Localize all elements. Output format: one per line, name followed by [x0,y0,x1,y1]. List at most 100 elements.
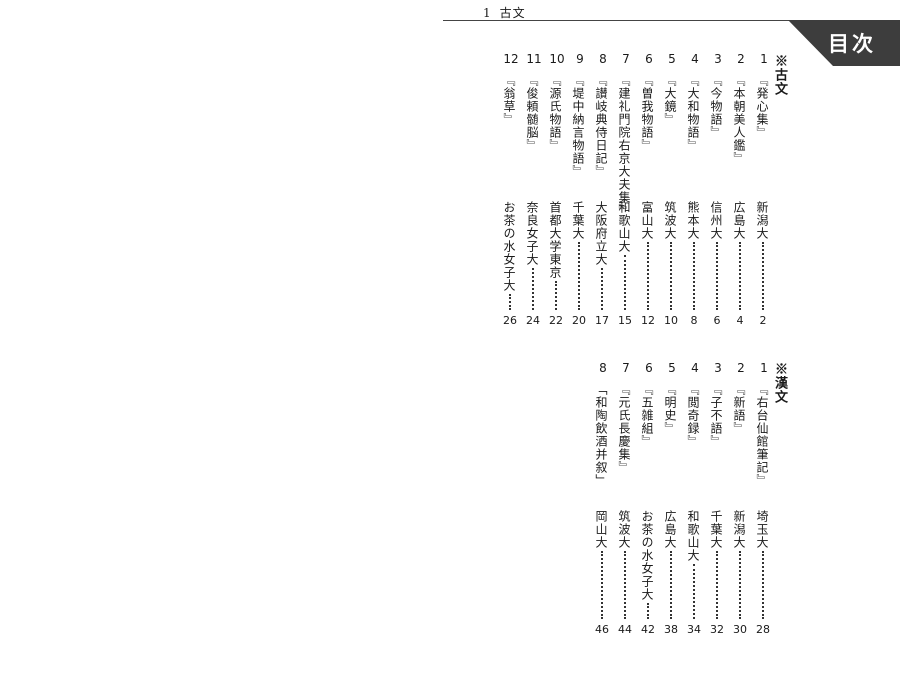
entry-title: 『閲奇録』 [686,383,700,448]
leader-dots [601,551,603,619]
entry-title: 『右台仙館筆記』 [755,383,769,487]
entry-number: 2 [737,361,745,375]
entry-university: 熊本大 [686,201,700,240]
entry-title: 『曽我物語』 [640,74,654,152]
entry-university: 筑波大 [617,510,631,549]
leader-dots [555,281,557,310]
leader-dots [693,564,695,619]
entry-university: 信州大 [709,201,723,240]
leader-dots [601,268,603,310]
entry-page: 4 [736,314,744,327]
leader-dots [647,242,649,310]
entry-number: 11 [526,52,542,66]
toc-tab-label: 目次 [828,32,876,56]
entry-title: 『建礼門院右京大夫集』 [617,74,631,217]
entry-title: 『元氏長慶集』 [617,383,631,474]
entry-page: 44 [618,623,632,636]
entry-number: 3 [714,52,722,66]
entry-page: 20 [572,314,586,327]
entry-page: 17 [595,314,609,327]
entry-title: 『翁草』 [502,74,516,126]
entry-title: 『大和物語』 [686,74,700,152]
entry-title: 「和陶飲酒并叙」 [594,383,608,487]
entry-title: 『讃岐典侍日記』 [594,74,608,178]
entry-page: 12 [641,314,655,327]
entry-number: 8 [599,52,607,66]
entry-page: 26 [503,314,517,327]
kobun-heading: ※古文 [772,54,787,96]
kanbun-heading: ※漢文 [772,362,787,404]
entry-page: 28 [756,623,770,636]
entry-page: 30 [733,623,747,636]
entry-title: 『本朝美人鑑』 [732,74,746,165]
leader-dots [670,551,672,619]
entry-number: 12 [503,52,519,66]
leader-dots [624,551,626,619]
entry-title: 『子不語』 [709,383,723,448]
leader-dots [670,242,672,310]
entry-page: 34 [687,623,701,636]
entry-university: 富山大 [640,201,654,240]
entry-page: 32 [710,623,724,636]
leader-dots [739,551,741,619]
entry-page: 8 [690,314,698,327]
entry-university: 新潟大 [755,201,769,240]
leader-dots [578,242,580,310]
entry-university: 首都大学東京 [548,201,562,279]
entry-title: 『源氏物語』 [548,74,562,152]
entry-page: 42 [641,623,655,636]
entry-number: 10 [549,52,565,66]
leader-dots [532,268,534,310]
entry-university: 広島大 [663,510,677,549]
section-title: 古文 [499,6,526,20]
entry-number: 4 [691,361,699,375]
entry-page: 46 [595,623,609,636]
entry-title: 『明史』 [663,383,677,435]
entry-university: 大阪府立大 [594,201,608,266]
entry-university: 和歌山大 [617,201,631,253]
entry-university: 埼玉大 [755,510,769,549]
leader-dots [693,242,695,310]
entry-page: 24 [526,314,540,327]
entry-number: 7 [622,361,630,375]
leader-dots [716,551,718,619]
section-number: 1 [483,6,492,20]
leader-dots [647,603,649,619]
entry-university: 筑波大 [663,201,677,240]
entry-number: 9 [576,52,584,66]
leader-dots [739,242,741,310]
entry-university: 和歌山大 [686,510,700,562]
entry-page: 6 [713,314,721,327]
entry-title: 『新語』 [732,383,746,435]
entry-page: 2 [759,314,767,327]
entry-university: 新潟大 [732,510,746,549]
entry-number: 5 [668,52,676,66]
entry-page: 10 [664,314,678,327]
entry-number: 4 [691,52,699,66]
leader-dots [762,242,764,310]
running-head: 1 古文 [483,4,526,21]
entry-title: 『大鏡』 [663,74,677,126]
entry-page: 22 [549,314,563,327]
leader-dots [509,294,511,310]
entry-university: お茶の水女子大 [640,510,654,601]
entry-university: 千葉大 [709,510,723,549]
entry-number: 5 [668,361,676,375]
toc-tab: 目次 [788,20,900,66]
entry-title: 『俊頼髄脳』 [525,74,539,152]
entry-title: 『発心集』 [755,74,769,139]
leader-dots [624,255,626,310]
entry-number: 6 [645,361,653,375]
entry-title: 『堤中納言物語』 [571,74,585,178]
entry-number: 7 [622,52,630,66]
entry-university: 奈良女子大 [525,201,539,266]
leader-dots [762,551,764,619]
entry-page: 15 [618,314,632,327]
entry-university: 広島大 [732,201,746,240]
entry-university: 岡山大 [594,510,608,549]
entry-title: 『五雑組』 [640,383,654,448]
entry-university: 千葉大 [571,201,585,240]
entry-university: お茶の水女子大 [502,201,516,292]
entry-number: 2 [737,52,745,66]
entry-page: 38 [664,623,678,636]
